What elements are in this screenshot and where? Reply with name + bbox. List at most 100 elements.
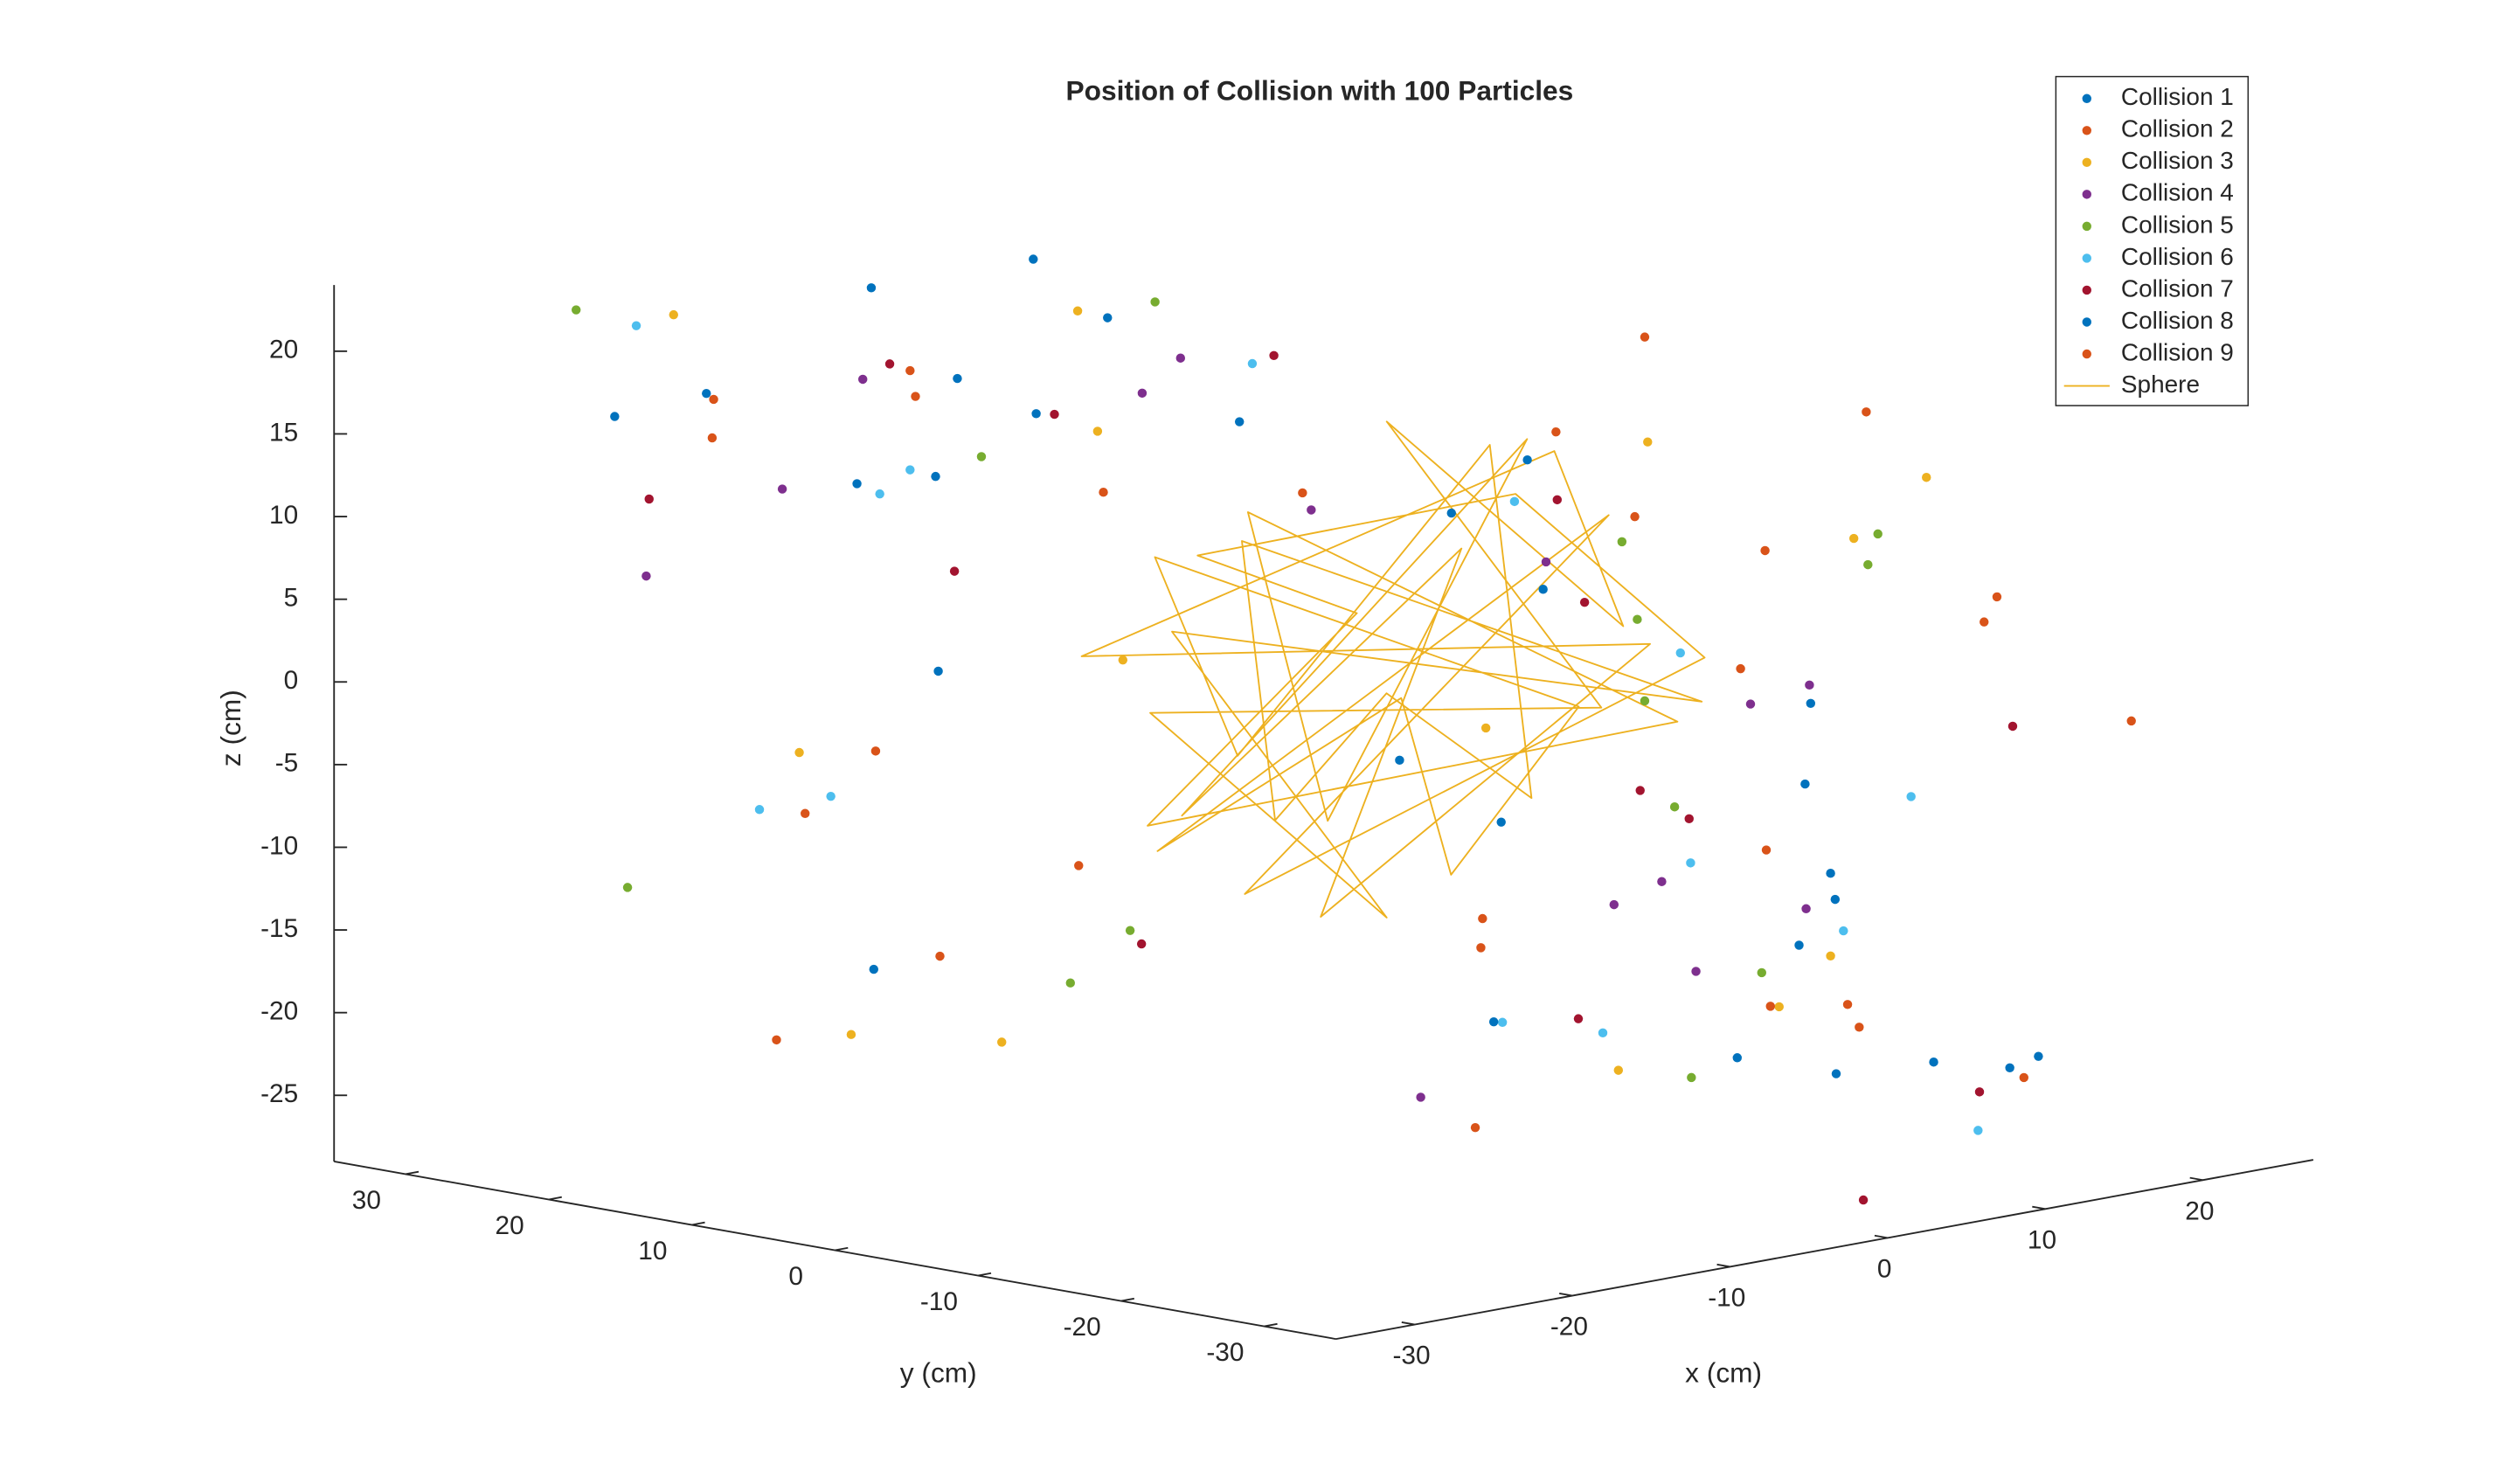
x-tick [2189, 1176, 2203, 1182]
y-tick [691, 1221, 705, 1226]
collision-point [1137, 388, 1148, 399]
collision-point [1855, 1023, 1864, 1032]
z-tick-label: -20 [260, 997, 298, 1026]
collision-point [933, 666, 943, 676]
z-tick-label: 10 [269, 501, 298, 530]
collision-point [2034, 1051, 2043, 1061]
legend-label: Collision 9 [2121, 338, 2234, 365]
collision-point [622, 883, 633, 892]
x-tick [1401, 1321, 1415, 1326]
collision-point [2126, 716, 2136, 726]
collision-point [772, 1035, 781, 1045]
collision-point [1691, 967, 1701, 976]
collision-point [1774, 1002, 1784, 1012]
y-tick [835, 1246, 849, 1252]
collision-point [1552, 495, 1563, 505]
x-tick [1559, 1292, 1573, 1297]
legend-marker [2082, 317, 2092, 327]
legend-marker [2082, 349, 2092, 359]
collision-point [1635, 786, 1645, 795]
plot-area [571, 254, 2136, 1205]
collision-point [1800, 779, 1810, 789]
collision-point [1929, 1058, 1938, 1067]
collision-point [1761, 845, 1772, 855]
collision-point [644, 494, 654, 504]
collision-point [801, 808, 810, 818]
collision-point [1732, 1053, 1743, 1063]
collision-point [1175, 353, 1186, 363]
collision-point [571, 305, 581, 315]
legend-label: Collision 3 [2121, 147, 2234, 174]
collision-point [1657, 877, 1667, 886]
z-tick-label: -10 [260, 831, 298, 860]
x-tick [1874, 1234, 1889, 1239]
collision-point [1496, 817, 1506, 827]
z-tick-label: -15 [260, 914, 298, 943]
collision-point [1922, 473, 1931, 482]
legend-marker [2082, 157, 2092, 168]
legend-label: Collision 2 [2121, 115, 2234, 142]
collision-point [1640, 696, 1650, 706]
collision-point [931, 471, 940, 482]
collision-point [976, 452, 987, 461]
y-tick [1264, 1322, 1278, 1328]
collision-point [869, 964, 878, 974]
collision-point [1736, 663, 1745, 674]
legend-marker [2082, 126, 2092, 135]
collision-point [911, 392, 920, 401]
collision-point [1150, 297, 1160, 307]
x-tick-label: 10 [2028, 1225, 2056, 1254]
legend-label: Collision 7 [2121, 274, 2234, 302]
collision-point [1269, 350, 1279, 361]
collision-point [1598, 1028, 1608, 1038]
collision-point [1136, 939, 1147, 949]
collision-point [935, 951, 945, 961]
collision-point [707, 433, 718, 443]
collision-point [610, 412, 620, 421]
collision-point [870, 746, 881, 756]
x-tick-label: -10 [1708, 1284, 1745, 1313]
legend-label: Collision 8 [2121, 307, 2234, 334]
collision-point [1092, 426, 1103, 436]
collision-point [852, 479, 862, 489]
axes: -30 -20 -10 0 10 20 30 20 10 0 -10 -20 -30 20 15 10 5 0 -5… [260, 285, 2314, 1370]
collision-point [1643, 437, 1653, 447]
collision-point [1831, 1069, 1841, 1078]
y-tick-label: -20 [1064, 1313, 1101, 1342]
collision-point [1826, 868, 1835, 878]
legend-label: Collision 1 [2121, 83, 2234, 110]
collision-point [1480, 723, 1491, 733]
collision-point [1839, 926, 1848, 936]
collision-point [1072, 306, 1083, 316]
collision-point [1065, 978, 1076, 988]
collision-point [1974, 1087, 1985, 1097]
legend-label: Collision 4 [2121, 179, 2234, 206]
collision-point [866, 283, 877, 293]
collision-point [1125, 926, 1135, 935]
collision-point [875, 489, 884, 499]
collision-point [1765, 1002, 1775, 1011]
collision-point [1794, 940, 1804, 950]
collision-point [754, 805, 765, 815]
collision-point [1980, 617, 1989, 627]
collision-point [1050, 409, 1059, 420]
sphere-line [1080, 420, 1706, 919]
collision-point [1760, 545, 1770, 556]
collision-point [1609, 899, 1619, 910]
collision-point [1633, 614, 1642, 624]
collision-point [1669, 802, 1680, 812]
collision-point [1613, 1065, 1624, 1075]
collision-point [1686, 858, 1695, 868]
collision-point [846, 1030, 856, 1039]
collision-point [1551, 426, 1561, 437]
collision-point [1029, 254, 1038, 264]
collision-point [1630, 511, 1640, 522]
x-tick-label: -30 [1392, 1342, 1430, 1370]
collision-point [1842, 1000, 1853, 1009]
collision-point [1509, 496, 1520, 507]
collision-point [1476, 943, 1486, 953]
collision-point [1099, 487, 1108, 497]
collision-point [1862, 407, 1871, 417]
y-tick-label: 10 [638, 1237, 667, 1266]
collision-point [905, 465, 915, 475]
